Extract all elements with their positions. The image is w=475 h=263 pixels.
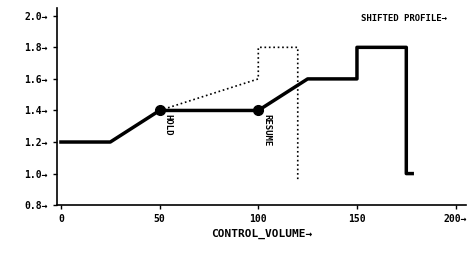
Text: SHIFTED PROFILE→: SHIFTED PROFILE→ (361, 14, 447, 23)
X-axis label: CONTROL_VOLUME→: CONTROL_VOLUME→ (210, 228, 312, 239)
Text: HOLD: HOLD (163, 114, 172, 135)
Text: RESUME: RESUME (262, 114, 271, 146)
